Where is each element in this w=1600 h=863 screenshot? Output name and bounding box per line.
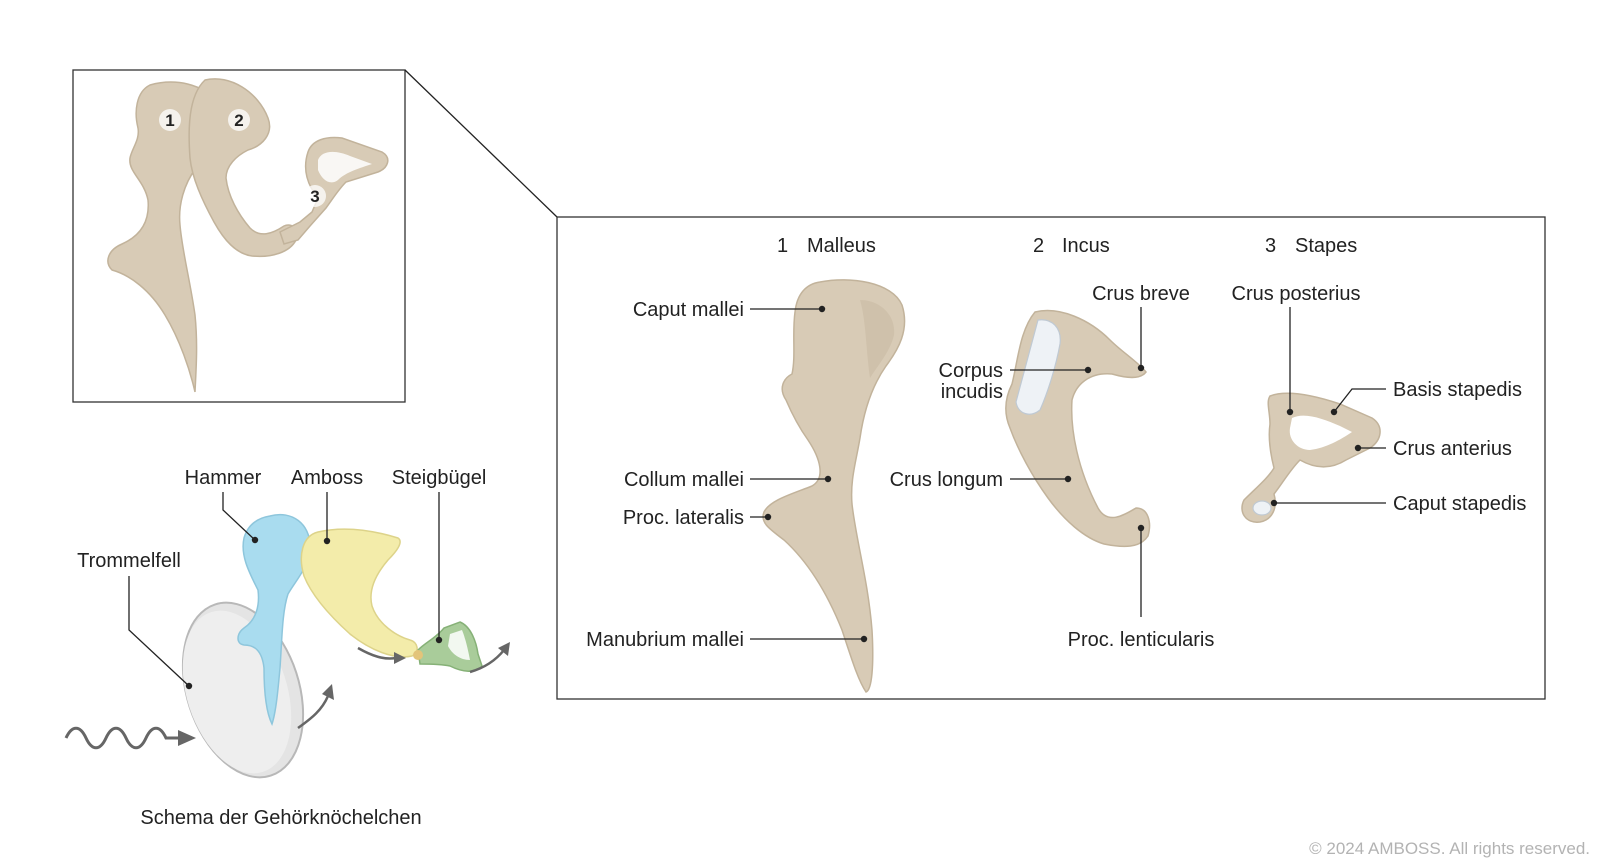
leader-proc-lateralis-dot [764, 513, 772, 521]
leader-crus-longum-dot [1064, 475, 1072, 483]
label-crus-posterius: Crus posterius [1232, 283, 1361, 305]
label-trommelfell: Trommelfell [77, 550, 181, 572]
steigbuegel-opening [448, 630, 470, 660]
leader-crus-breve-dot [1137, 364, 1145, 372]
schema-caption: Schema der Gehörknöchelchen [140, 807, 421, 829]
label-proc-lenticularis: Proc. lenticularis [1068, 629, 1215, 651]
overview-number-1-badge [159, 109, 181, 131]
incus-articular-surface [1015, 319, 1061, 415]
leader-steigbuegel-dot [435, 636, 443, 644]
malleus-shading [860, 300, 895, 378]
overview-number-2: 2 [234, 111, 243, 130]
label-caput-mallei: Caput mallei [633, 299, 744, 321]
malleus-title: Malleus [807, 235, 876, 257]
stapes-head-surface [1252, 500, 1272, 516]
overview-panel: 1 2 3 [72, 69, 558, 403]
label-corpus-incudis-1: Corpus [939, 360, 1003, 382]
overview-frame [72, 69, 406, 403]
label-collum-mallei: Collum mallei [624, 469, 744, 491]
label-caput-stapedis: Caput stapedis [1393, 493, 1526, 515]
sound-wave-arrowhead [178, 730, 196, 746]
stapes-bone [1241, 392, 1381, 523]
label-amboss: Amboss [291, 467, 363, 489]
leader-hammer-dot [251, 536, 259, 544]
overview-incus [188, 78, 298, 258]
label-hammer: Hammer [185, 467, 262, 489]
incus-number: 2 [1033, 235, 1044, 257]
ossicle-schema: Hammer Amboss Steigbügel Trommelfell Sch… [64, 467, 510, 829]
malleus-bone [762, 279, 906, 693]
leader-amboss-dot [323, 537, 331, 545]
amboss-lenticular-joint [413, 650, 423, 660]
zoom-connector [404, 69, 558, 218]
label-corpus-incudis-2: incudis [941, 381, 1003, 403]
stapes-number: 3 [1265, 235, 1276, 257]
leader-trommelfell-dot [185, 682, 193, 690]
label-steigbuegel: Steigbügel [392, 467, 487, 489]
stapes-title: Stapes [1295, 235, 1357, 257]
amboss-motion-arrowhead [394, 652, 406, 664]
detail-frame [556, 216, 1546, 700]
sound-wave [64, 726, 180, 750]
overview-number-2-badge [228, 109, 250, 131]
copyright-notice: © 2024 AMBOSS. All rights reserved. [1309, 839, 1590, 858]
hammer-motion-arrow [297, 695, 330, 730]
steigbuegel-motion-arrowhead [498, 642, 510, 656]
hammer-motion-arrowhead [322, 684, 334, 700]
label-proc-lateralis: Proc. lateralis [623, 507, 744, 529]
leader-basis-stapedis-dot [1330, 408, 1338, 416]
leader-caput-stapedis-dot [1270, 499, 1278, 507]
leader-trommelfell [128, 576, 190, 687]
leader-proc-lenticularis-dot [1137, 524, 1145, 532]
overview-number-1: 1 [165, 111, 174, 130]
leader-collum-mallei-dot [824, 475, 832, 483]
amboss-shape [300, 528, 418, 658]
malleus-number: 1 [777, 235, 788, 257]
stapes-opening [1289, 415, 1352, 450]
label-manubrium-mallei: Manubrium mallei [586, 629, 744, 651]
label-crus-longum: Crus longum [890, 469, 1003, 491]
amboss-motion-arrow [357, 646, 397, 660]
detail-panel: 1 Malleus 2 Incus 3 Stapes Caput mallei … [556, 216, 1546, 700]
overview-number-3-badge [304, 185, 326, 207]
leader-hammer [222, 492, 256, 541]
leader-basis-stapedis [1333, 388, 1386, 413]
label-basis-stapedis: Basis stapedis [1393, 379, 1522, 401]
incus-title: Incus [1062, 235, 1110, 257]
leader-crus-posterius-dot [1286, 408, 1294, 416]
overview-number-3: 3 [310, 187, 319, 206]
label-crus-breve: Crus breve [1092, 283, 1190, 305]
leader-caput-mallei-dot [818, 305, 826, 313]
hammer-shape [237, 513, 311, 726]
steigbuegel-motion-arrow [469, 649, 505, 674]
overview-stapes-opening [318, 151, 372, 183]
incus-bone [1005, 309, 1151, 548]
leader-manubrium-mallei-dot [860, 635, 868, 643]
leader-corpus-incudis-dot [1084, 366, 1092, 374]
label-crus-anterius: Crus anterius [1393, 438, 1512, 460]
leader-crus-anterius-dot [1354, 444, 1362, 452]
